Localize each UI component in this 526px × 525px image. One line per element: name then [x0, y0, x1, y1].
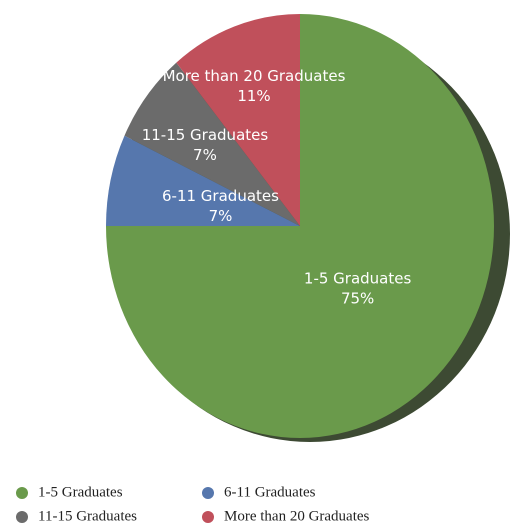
legend-label: More than 20 Graduates: [224, 508, 370, 524]
legend-swatch: [16, 487, 28, 499]
slice-value-label: 75%: [341, 289, 374, 307]
pie-slice: [176, 14, 300, 226]
pie-slice: [124, 62, 300, 227]
legend-swatch: [16, 511, 28, 523]
legend-label: 11-15 Graduates: [38, 508, 137, 524]
legend-label: 1-5 Graduates: [38, 484, 123, 500]
legend-swatch: [202, 487, 214, 499]
legend-label: 6-11 Graduates: [224, 484, 316, 500]
slice-label: More than 20 Graduates: [163, 67, 346, 85]
slice-label: 1-5 Graduates: [304, 269, 412, 287]
slice-value-label: 7%: [193, 146, 217, 164]
slice-value-label: 11%: [237, 87, 270, 105]
slice-value-label: 7%: [209, 207, 233, 225]
legend-swatch: [202, 511, 214, 523]
slice-label: 11-15 Graduates: [142, 126, 269, 144]
pie-slice: [106, 135, 300, 226]
slice-label: 6-11 Graduates: [162, 187, 279, 205]
